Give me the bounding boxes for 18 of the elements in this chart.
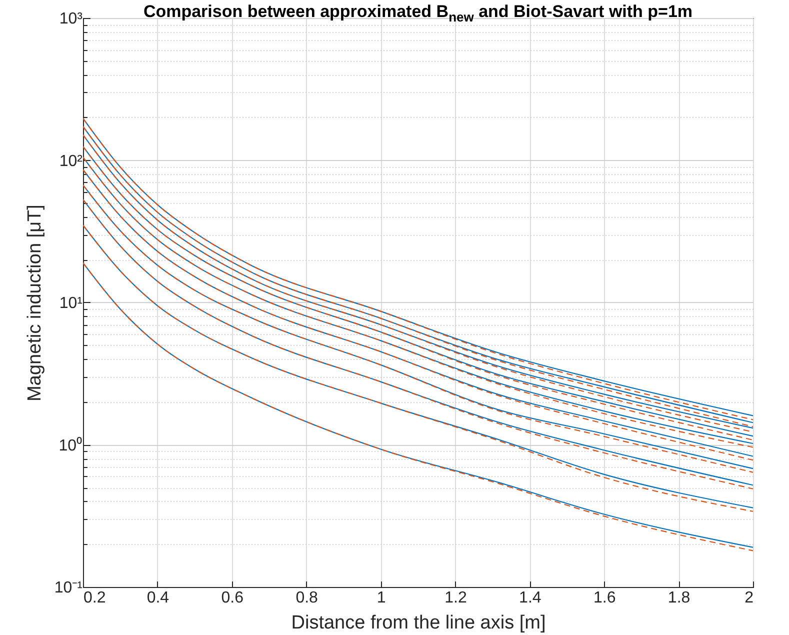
- x-tick-label: 1.4: [519, 590, 542, 606]
- y-tick-label: 10¹: [59, 295, 82, 312]
- x-tick-label: 1.2: [444, 590, 467, 606]
- y-tick-label: 10³: [59, 10, 84, 28]
- x-tick-label: 2: [744, 590, 754, 606]
- x-tick-label: 1.6: [593, 590, 616, 606]
- x-tick-label: 0.8: [296, 590, 318, 606]
- y-tick-label: 10⁻¹: [54, 580, 82, 596]
- x-tick-label: 0.6: [221, 590, 244, 606]
- x-tick-label: 0.4: [146, 590, 170, 606]
- y-tick-label: 10⁰: [58, 436, 82, 454]
- chart-title: Comparison between approximated B$_{new}$ and Biot-Savart with p=1m: [142, 2, 694, 24]
- x-tick-label: 1.8: [668, 590, 690, 606]
- y-tick-label: 10²: [59, 152, 84, 170]
- x-axis-title: Distance from the line axis [m]: [291, 612, 546, 634]
- x-tick-label: 1: [376, 590, 386, 606]
- y-axis-title: Magnetic induction [μT]: [24, 204, 46, 402]
- x-tick-label: 0.2: [84, 590, 106, 606]
